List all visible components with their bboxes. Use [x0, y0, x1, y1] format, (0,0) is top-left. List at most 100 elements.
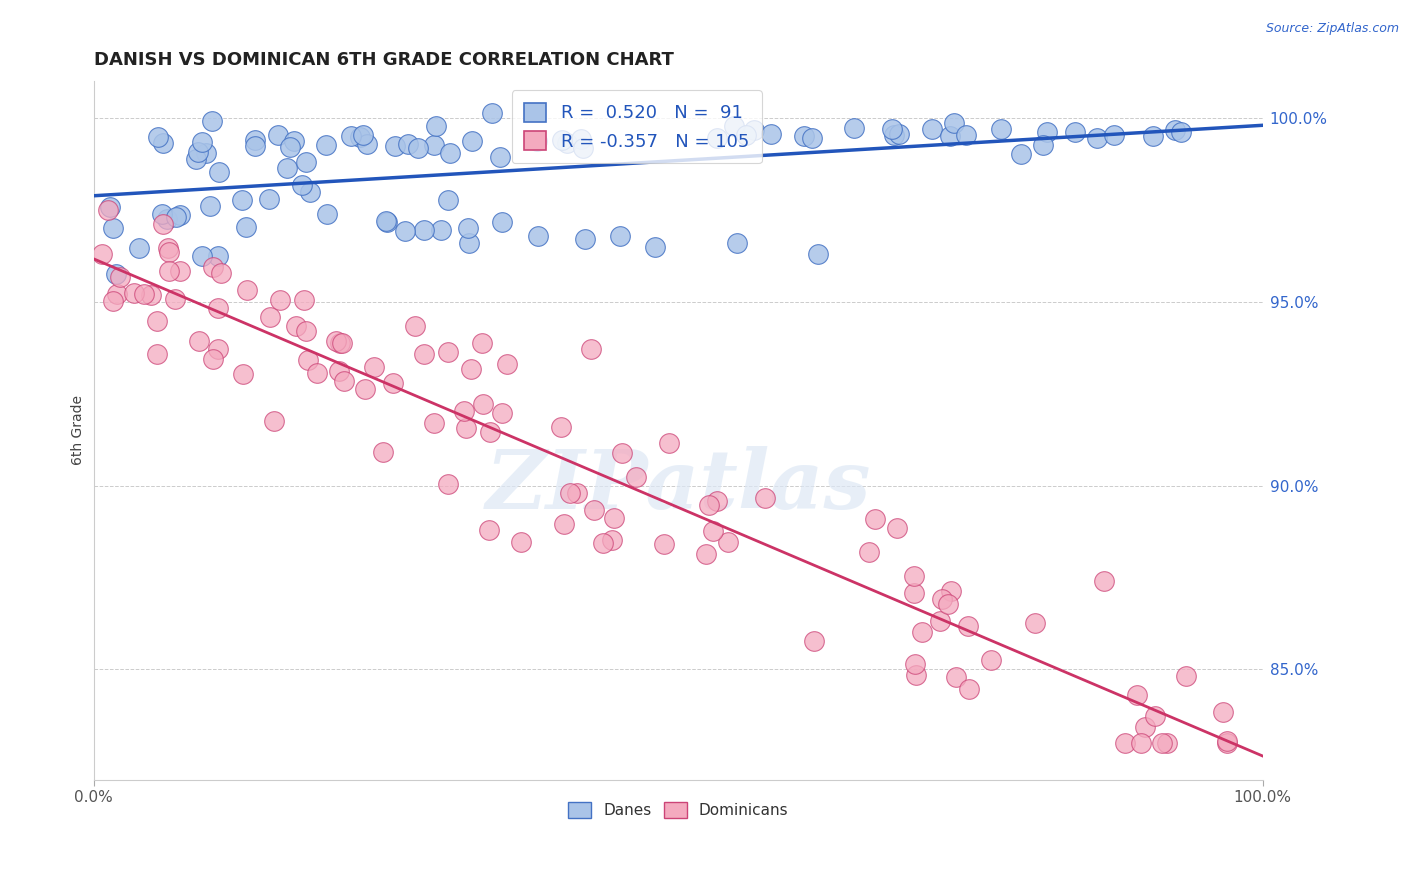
- Point: [307, 366, 329, 380]
- Point: [169, 208, 191, 222]
- Point: [1164, 123, 1187, 137]
- Point: [717, 534, 740, 549]
- Point: [460, 362, 482, 376]
- Point: [413, 346, 436, 360]
- Point: [188, 334, 211, 348]
- Point: [453, 404, 475, 418]
- Point: [904, 657, 927, 672]
- Point: [283, 135, 305, 149]
- Point: [555, 136, 578, 150]
- Point: [156, 212, 179, 227]
- Point: [842, 121, 865, 136]
- Point: [374, 214, 396, 228]
- Point: [299, 185, 322, 199]
- Point: [104, 267, 127, 281]
- Point: [297, 352, 319, 367]
- Point: [565, 486, 588, 500]
- Point: [373, 445, 395, 459]
- Point: [1102, 128, 1125, 142]
- Point: [394, 224, 416, 238]
- Point: [207, 249, 229, 263]
- Point: [353, 383, 375, 397]
- Point: [396, 136, 419, 151]
- Point: [883, 128, 905, 142]
- Point: [1212, 706, 1234, 720]
- Point: [122, 286, 145, 301]
- Point: [128, 241, 150, 255]
- Point: [200, 199, 222, 213]
- Point: [439, 146, 461, 161]
- Point: [579, 343, 602, 357]
- Point: [325, 334, 347, 348]
- Point: [488, 151, 510, 165]
- Point: [352, 128, 374, 142]
- Point: [1126, 688, 1149, 702]
- Point: [231, 193, 253, 207]
- Text: Source: ZipAtlas.com: Source: ZipAtlas.com: [1265, 22, 1399, 36]
- Point: [437, 194, 460, 208]
- Point: [903, 569, 925, 583]
- Point: [911, 625, 934, 640]
- Point: [571, 141, 593, 155]
- Point: [208, 165, 231, 179]
- Point: [761, 127, 783, 141]
- Point: [263, 414, 285, 428]
- Point: [458, 235, 481, 250]
- Point: [132, 286, 155, 301]
- Point: [404, 319, 426, 334]
- Point: [315, 138, 337, 153]
- Point: [423, 417, 446, 431]
- Legend: Danes, Dominicans: Danes, Dominicans: [562, 797, 794, 824]
- Point: [921, 122, 943, 136]
- Point: [1024, 615, 1046, 630]
- Point: [1156, 736, 1178, 750]
- Point: [276, 161, 298, 175]
- Point: [430, 222, 453, 236]
- Point: [803, 634, 825, 648]
- Point: [509, 535, 531, 549]
- Point: [725, 235, 748, 250]
- Point: [658, 435, 681, 450]
- Point: [98, 200, 121, 214]
- Point: [165, 210, 187, 224]
- Y-axis label: 6th Grade: 6th Grade: [72, 395, 86, 466]
- Point: [1133, 720, 1156, 734]
- Point: [702, 524, 724, 539]
- Point: [526, 134, 548, 148]
- Point: [1170, 125, 1192, 139]
- Point: [269, 293, 291, 307]
- Point: [929, 614, 952, 628]
- Point: [624, 469, 647, 483]
- Point: [295, 324, 318, 338]
- Point: [97, 202, 120, 217]
- Point: [457, 221, 479, 235]
- Point: [146, 314, 169, 328]
- Point: [187, 145, 209, 159]
- Point: [481, 106, 503, 120]
- Point: [574, 232, 596, 246]
- Point: [723, 119, 745, 133]
- Point: [903, 585, 925, 599]
- Point: [644, 240, 666, 254]
- Point: [328, 364, 350, 378]
- Point: [609, 228, 631, 243]
- Point: [139, 288, 162, 302]
- Point: [425, 120, 447, 134]
- Point: [1142, 128, 1164, 143]
- Point: [150, 207, 173, 221]
- Point: [1174, 669, 1197, 683]
- Point: [1143, 709, 1166, 723]
- Point: [1215, 736, 1237, 750]
- Point: [471, 397, 494, 411]
- Point: [412, 223, 434, 237]
- Point: [235, 220, 257, 235]
- Point: [652, 537, 675, 551]
- Point: [156, 241, 179, 255]
- Point: [157, 245, 180, 260]
- Point: [939, 583, 962, 598]
- Point: [1032, 137, 1054, 152]
- Point: [1216, 734, 1239, 748]
- Point: [880, 122, 903, 136]
- Point: [165, 292, 187, 306]
- Point: [406, 141, 429, 155]
